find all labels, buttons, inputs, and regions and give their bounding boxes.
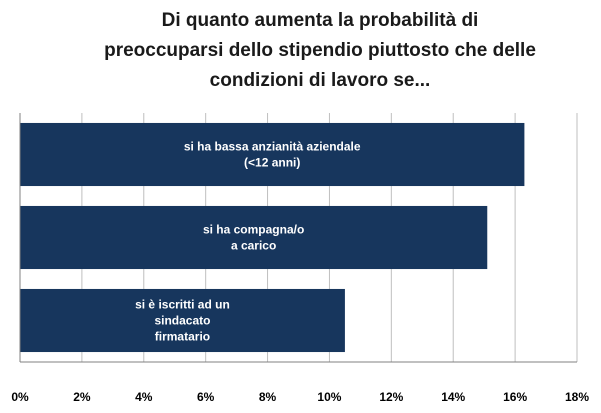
bar: [20, 288, 345, 353]
bar-label: si ha bassa anzianità aziendale: [184, 140, 361, 154]
x-tick-label: 18%: [565, 390, 589, 404]
bar-label: si è iscritti ad un: [135, 298, 230, 312]
x-tick-label: 12%: [379, 390, 403, 404]
x-tick-label: 0%: [11, 390, 29, 404]
bar-label: sindacato: [154, 314, 210, 328]
chart-title-line-3: condizioni di lavoro se...: [209, 70, 431, 91]
chart-title: Di quanto aumenta la probabilità di preo…: [40, 6, 600, 96]
bar-label: si ha compagna/o: [203, 223, 304, 237]
bar-label: a carico: [231, 239, 276, 253]
x-tick-label: 10%: [317, 390, 341, 404]
bar-label: (<12 anni): [244, 156, 300, 170]
chart-title-line-1: Di quanto aumenta la probabilità di: [161, 10, 479, 31]
chart-title-line-2: preoccuparsi dello stipendio piuttosto c…: [104, 40, 536, 61]
x-tick-label: 2%: [73, 390, 91, 404]
x-tick-label: 14%: [441, 390, 465, 404]
bar: [20, 205, 488, 270]
x-tick-label: 16%: [503, 390, 527, 404]
bar: [20, 122, 525, 187]
x-tick-label: 6%: [197, 390, 215, 404]
x-tick-label: 8%: [259, 390, 277, 404]
x-tick-label: 4%: [135, 390, 153, 404]
bar-label: firmatario: [155, 330, 210, 344]
